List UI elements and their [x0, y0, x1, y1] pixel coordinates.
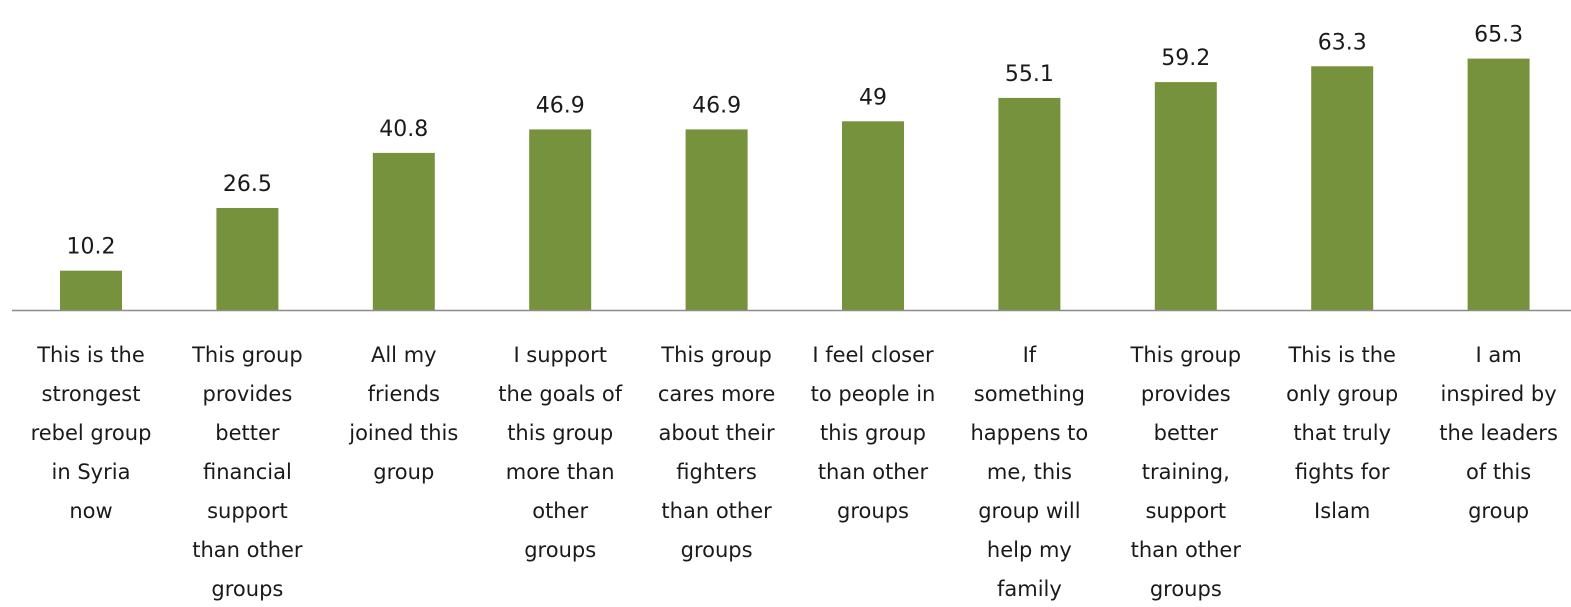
category-label-line: This group — [1130, 343, 1242, 367]
category-label-line: this group — [820, 421, 926, 445]
category-label: I am inspired by the leaders of this group — [1439, 343, 1558, 523]
category-label-line: This group — [660, 343, 772, 367]
category-label-line: groups — [837, 499, 909, 523]
bar-value-label: 59.2 — [1161, 46, 1210, 71]
bar-value-label: 65.3 — [1474, 23, 1523, 48]
category-label-line: than other — [192, 538, 303, 562]
category-label-line: other — [532, 499, 588, 523]
category-label-line: groups — [524, 538, 596, 562]
category-label: This group cares more about their fighters t… — [658, 343, 776, 562]
bar — [685, 129, 748, 310]
category-label-line: about their — [658, 421, 775, 445]
category-label: I feel closer to people in this group than … — [811, 343, 936, 523]
category-label: This group provides better financial support… — [191, 343, 303, 601]
category-label-line: only group — [1286, 382, 1398, 406]
category-label-line: more than — [506, 460, 615, 484]
category-label-line: fighters — [676, 460, 757, 484]
bar — [60, 270, 122, 310]
bar-value-label: 10.2 — [67, 235, 116, 260]
bar-value-label: 46.9 — [536, 93, 585, 118]
category-label-line: me, this — [987, 460, 1072, 484]
category-labels-layer: This is the strongest rebel group in Syria n… — [31, 343, 1558, 601]
category-label: This group provides better training, support… — [1130, 343, 1242, 601]
category-label-line: cares more — [658, 382, 776, 406]
category-label-line: financial — [203, 460, 292, 484]
category-label-line: of this — [1466, 460, 1531, 484]
value-labels-layer: 10.2 26.5 40.8 46.9 46.9 49 55.1 59.2 63.3 65.3 — [67, 23, 1524, 260]
category-label-line: groups — [211, 577, 283, 601]
category-label-line: happens to — [971, 421, 1089, 445]
category-label-line: than other — [818, 460, 929, 484]
category-label-line: than other — [661, 499, 772, 523]
category-label-line: group — [1468, 499, 1529, 523]
category-label-line: All my — [371, 343, 437, 367]
bar-value-label: 26.5 — [223, 172, 272, 197]
category-label-line: This is the — [1287, 343, 1396, 367]
category-label-line: groups — [1150, 577, 1222, 601]
bar-value-label: 55.1 — [1005, 62, 1054, 87]
category-label-line: strongest — [42, 382, 141, 406]
category-label: This is the only group that truly fights fo… — [1286, 343, 1398, 523]
category-label-line: the leaders — [1439, 421, 1558, 445]
category-label-line: rebel group — [31, 421, 152, 445]
category-label-line: that truly — [1293, 421, 1391, 445]
category-label-line: fights for — [1295, 460, 1390, 484]
bar — [1154, 82, 1217, 310]
category-label-line: This group — [191, 343, 303, 367]
bar — [1311, 66, 1374, 310]
category-label-line: than other — [1131, 538, 1242, 562]
category-label: This is the strongest rebel group in Syria n… — [31, 343, 152, 523]
category-label-line: support — [1145, 499, 1226, 523]
category-label-line: something — [974, 382, 1085, 406]
category-label-line: I am — [1475, 343, 1521, 367]
category-label-line: provides — [202, 382, 292, 406]
bar-value-label: 63.3 — [1318, 30, 1367, 55]
category-label-line: Islam — [1314, 499, 1370, 523]
category-label: I support the goals of this group more than… — [498, 343, 622, 562]
bar — [842, 121, 904, 310]
bars-layer — [60, 58, 1530, 311]
category-label-line: support — [207, 499, 288, 523]
category-label-line: group will — [978, 499, 1080, 523]
bar — [998, 97, 1061, 311]
category-label-line: I support — [513, 343, 607, 367]
category-label-line: group — [373, 460, 434, 484]
bar-value-label: 40.8 — [379, 117, 428, 142]
bar — [1467, 58, 1530, 310]
category-label-line: training, — [1142, 460, 1230, 484]
category-label: If something happens to me, this group will h… — [971, 343, 1089, 601]
bar — [216, 208, 279, 310]
category-label-line: to people in — [811, 382, 936, 406]
bar-value-label: 46.9 — [692, 93, 741, 118]
category-label-line: now — [69, 499, 112, 523]
category-label-line: This is the — [36, 343, 145, 367]
category-label-line: provides — [1141, 382, 1231, 406]
bar — [372, 152, 435, 310]
category-label-line: better — [1154, 421, 1219, 445]
category-label-line: groups — [681, 538, 753, 562]
category-label-line: this group — [507, 421, 613, 445]
category-label-line: I feel closer — [812, 343, 934, 367]
category-label-line: If — [1023, 343, 1037, 367]
category-label-line: the goals of — [498, 382, 622, 406]
category-label-line: family — [997, 577, 1062, 601]
category-label-line: joined this — [348, 421, 458, 445]
category-label-line: inspired by — [1441, 382, 1557, 406]
bar — [529, 129, 592, 310]
category-label-line: help my — [987, 538, 1072, 562]
category-label-line: better — [215, 421, 280, 445]
category-label-line: in Syria — [52, 460, 131, 484]
category-label-line: friends — [368, 382, 440, 406]
bar-value-label: 49 — [859, 85, 887, 110]
category-label: All my friends joined this group — [348, 343, 458, 484]
